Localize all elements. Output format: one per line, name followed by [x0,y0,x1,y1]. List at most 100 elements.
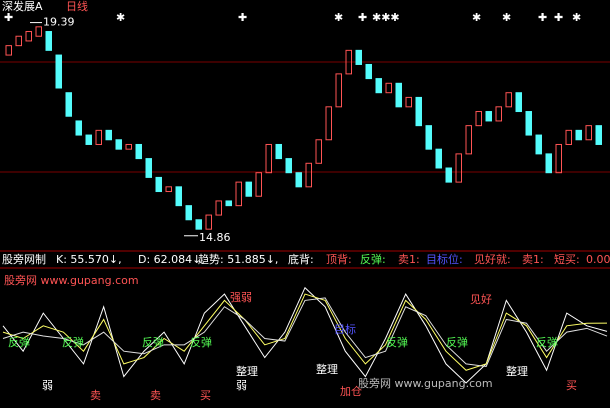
candle [285,158,292,174]
candle [465,125,472,155]
candle [385,82,392,94]
indicator-value: 反弹: [360,252,386,266]
signal-label: 反弹 [386,335,408,349]
candle [365,63,372,80]
signal-label: 反弹 [190,335,212,349]
signal-label: 强弱 [230,291,252,304]
candle [275,143,282,160]
candle [115,139,122,150]
candle [405,96,412,108]
candle [105,129,112,141]
candle [455,153,462,183]
indicator-value: 见好就: [474,252,511,266]
candle [145,158,152,178]
candle [135,143,142,160]
candle [375,78,382,94]
min-label: 14.86 [199,231,231,244]
signal-label: 加仓 [340,384,362,398]
marker: ✱ [572,11,581,24]
candle [75,120,82,136]
candle [545,153,552,174]
signal-label: 目标 [334,322,356,336]
signal-label: 整理 [316,362,338,376]
candle [205,214,212,230]
signal-label: 见好 [470,292,492,306]
signal-label: 整理 [236,364,258,378]
signal-label: 反弹 [536,335,558,349]
candle [25,31,32,42]
signal-label: 反弹 [8,335,30,349]
candle [95,129,102,145]
indicator-line [2,297,608,367]
marker: ✱ [502,11,511,24]
candle [165,186,172,193]
candle [555,143,562,174]
candle [435,148,442,169]
candle [325,106,332,141]
marker: ✱ [116,11,125,24]
candle [125,143,132,150]
candle [505,92,512,108]
candle [255,172,262,197]
marker: ✚ [538,11,547,24]
candle [525,111,532,136]
signal-label: 反弹 [142,335,164,349]
signal-label: 买 [200,389,211,402]
candle [425,125,432,150]
signal-label: 弱 [236,379,247,392]
indicator-value: 0.00 [586,253,610,266]
indicator-value: 底背: [288,252,314,266]
indicator-value: 卖1: [398,253,420,266]
signal-markers: ✚ ✱ ✚ ✱ ✚ ✱✱✱ ✱ ✱ ✚ ✚ ✱ [4,11,581,24]
site: 股旁网 www.gupang.com [4,273,139,287]
signal-label: 卖 [150,389,161,402]
marker: ✚ [358,11,367,24]
indicator-line [2,286,608,384]
candle [55,54,62,89]
marker: ✚ [554,11,563,24]
marker: ✱ [334,11,343,24]
candle [445,167,452,183]
signal-label: 整理 [506,364,528,378]
signal-label: 反弹 [62,335,84,349]
candle [475,111,482,127]
indicator-value: 卖1: [522,253,544,266]
candle [5,45,12,56]
marker: ✱ [472,11,481,24]
signal-label: 卖 [90,389,101,402]
candle [495,106,502,122]
candle [485,111,492,122]
candle [535,134,542,155]
signal-label: 反弹 [446,335,468,349]
marker: ✚ [238,11,247,24]
watermark: 股旁网 www.gupang.com [358,376,493,390]
candle [515,92,522,113]
candle [415,96,422,127]
candle [335,73,342,108]
candle [225,200,232,207]
candle [355,49,362,65]
candle [15,35,22,47]
candle [395,82,402,108]
candle [185,205,192,221]
candle [585,125,592,141]
candle [65,92,72,117]
indicator-value: K: 55.570↓, [56,253,122,266]
signal-label: 弱 [42,379,53,392]
candle [35,26,42,37]
period: 日线 [66,0,88,13]
signal-label: 买 [566,379,577,392]
candle [295,172,302,188]
candle [345,49,352,75]
candle [235,181,242,207]
candle [195,219,202,230]
marker: ✱✱✱ [372,11,400,24]
indicator-value: 趋势: 51.885↓, [198,253,278,266]
candle [595,125,602,145]
indicator-name: 股旁网制 [2,252,46,266]
candle [305,162,312,188]
indicator-value: 短买: [554,252,580,266]
candle [575,129,582,141]
